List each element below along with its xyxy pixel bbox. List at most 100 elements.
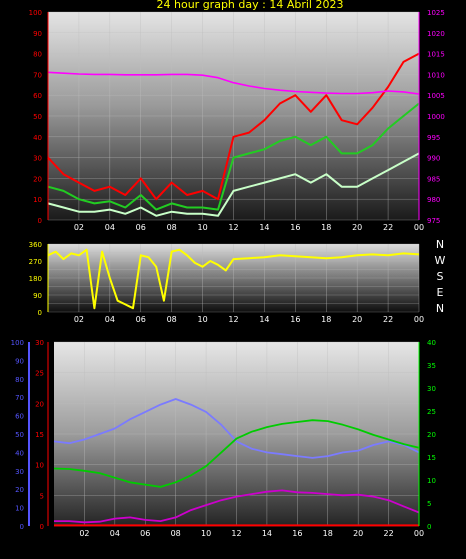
humidity-axis-tick-label: 30	[15, 468, 24, 476]
tick-labels: 02 04 06 08 10 12 14 16 18 20 22 000102030405060708…	[11, 9, 445, 538]
direction-panel-x-tick-label: 10	[197, 315, 207, 324]
temperature-panel-left-tick-label: 0	[40, 523, 44, 531]
axis-lines	[28, 12, 420, 526]
direction-panel-x-tick-label: 00	[414, 315, 424, 324]
temperature-panel-x-tick-label: 18	[323, 529, 333, 538]
wind-panel-left-tick-label: 40	[33, 134, 42, 142]
direction-panel-tick-label: 360	[29, 241, 42, 249]
wind-panel-right-tick-label: 990	[427, 155, 440, 163]
direction-panel-x-tick-label: 02	[74, 315, 84, 324]
wind-panel-x-tick-label: 02	[74, 223, 84, 232]
wind-panel-right-tick-label: 975	[427, 217, 440, 225]
wind-panel-right-tick-label: 980	[427, 196, 440, 204]
wind-panel-right-tick-label: 1005	[427, 92, 445, 100]
wind-panel-right-tick-label: 995	[427, 134, 440, 142]
temperature-panel-x-tick-label: 04	[110, 529, 120, 538]
temperature-panel-right-tick-label: 15	[427, 454, 436, 462]
temperature-panel-left-tick-label: 30	[35, 339, 44, 347]
direction-panel-tick-label: 270	[29, 258, 42, 266]
solar-series-line	[54, 489, 420, 524]
direction-panel-x-tick-label: 06	[136, 315, 146, 324]
temperature-panel-right-tick-label: 0	[427, 523, 431, 531]
temperature-panel-x-tick-label: 00	[414, 529, 424, 538]
temperature-panel-right-tick-label: 40	[427, 339, 436, 347]
humidity-axis-tick-label: 40	[15, 449, 24, 457]
wind-panel-left-tick-label: 90	[33, 30, 42, 38]
temperature-panel-left-tick-label: 20	[35, 400, 44, 408]
humidity-axis-tick-label: 100	[11, 339, 24, 347]
compass-letter-w: W	[435, 254, 446, 267]
pressure-series-line	[47, 71, 420, 95]
direction-panel-tick-label: 90	[33, 292, 42, 300]
temperature-panel-x-tick-label: 16	[292, 529, 302, 538]
humidity-axis-tick-label: 60	[15, 413, 24, 421]
compass-letter-s: S	[437, 270, 444, 283]
wind-average-series-line	[47, 102, 420, 211]
temperature-series-line	[53, 419, 420, 488]
compass-letter-n: N	[436, 238, 444, 251]
temperature-panel-left-tick-label: 25	[35, 370, 44, 378]
wind-panel-left-tick-label: 10	[33, 196, 42, 204]
humidity-axis-tick-label: 0	[20, 523, 24, 531]
direction-panel-x-tick-label: 18	[321, 315, 331, 324]
wind-panel-left-tick-label: 0	[38, 217, 42, 225]
wind-panel-x-tick-label: 16	[290, 223, 300, 232]
direction-panel-x-tick-label: 14	[259, 315, 269, 324]
temperature-panel-x-tick-label: 14	[262, 529, 272, 538]
humidity-axis-tick-label: 80	[15, 376, 24, 384]
humidity-axis-tick-label: 70	[15, 394, 24, 402]
direction-panel-x-tick-label: 08	[167, 315, 177, 324]
compass-letter-e: E	[437, 286, 444, 299]
wind-panel-left-tick-label: 70	[33, 71, 42, 79]
temperature-panel-x-tick-label: 22	[383, 529, 393, 538]
wind-panel-right-tick-label: 1000	[427, 113, 445, 121]
direction-panel-tick-label: 180	[29, 275, 42, 283]
temperature-panel-x-tick-label: 10	[201, 529, 211, 538]
wind-panel-x-tick-label: 14	[259, 223, 269, 232]
temperature-panel-right-tick-label: 5	[427, 500, 431, 508]
wind-panel-left-tick-label: 50	[33, 113, 42, 121]
direction-panel-x-tick-label: 04	[105, 315, 115, 324]
wind-panel-x-tick-label: 06	[136, 223, 146, 232]
wind-panel-x-tick-label: 00	[414, 223, 424, 232]
wind-panel-right-tick-label: 1015	[427, 51, 445, 59]
wind-panel-x-tick-label: 08	[167, 223, 177, 232]
temperature-panel-x-tick-label: 02	[79, 529, 89, 538]
humidity-axis-tick-label: 10	[15, 505, 24, 513]
wind-panel-x-tick-label: 12	[228, 223, 238, 232]
wind-panel-x-tick-label: 18	[321, 223, 331, 232]
wind-panel-left-tick-label: 20	[33, 175, 42, 183]
wind-panel-right-tick-label: 1025	[427, 9, 445, 17]
temperature-panel-left-tick-label: 15	[35, 431, 44, 439]
temperature-panel-x-tick-label: 20	[353, 529, 363, 538]
temperature-panel-right-tick-label: 20	[427, 431, 436, 439]
wind-panel-x-tick-label: 20	[352, 223, 362, 232]
temperature-panel-x-tick-label: 06	[140, 529, 150, 538]
temperature-panel-x-tick-label: 08	[171, 529, 181, 538]
temperature-panel-right-tick-label: 25	[427, 408, 436, 416]
wind-panel-right-tick-label: 1020	[427, 30, 445, 38]
wind-direction-series-line	[47, 248, 420, 310]
wind-panel-x-tick-label: 22	[383, 223, 393, 232]
wind-panel-x-tick-label: 04	[105, 223, 115, 232]
direction-panel-x-tick-label: 12	[228, 315, 238, 324]
temperature-panel-right-tick-label: 30	[427, 385, 436, 393]
wind-panel-left-tick-label: 100	[29, 9, 42, 17]
wind-panel-left-tick-label: 60	[33, 92, 42, 100]
temperature-panel-left-tick-label: 5	[40, 492, 44, 500]
temperature-panel-right-tick-label: 35	[427, 362, 436, 370]
wind-panel-left-tick-label: 80	[33, 51, 42, 59]
series-lines	[47, 52, 420, 527]
wind-minimum-series-line	[47, 152, 420, 217]
humidity-axis-tick-label: 20	[15, 486, 24, 494]
temperature-panel-right-tick-label: 10	[427, 477, 436, 485]
direction-panel-x-tick-label: 16	[290, 315, 300, 324]
wind-gust-series-line	[47, 52, 420, 201]
chart-title: 24 hour graph day : 14 Abril 2023	[157, 0, 344, 11]
wind-panel-right-tick-label: 1010	[427, 71, 445, 79]
temperature-panel-left-tick-label: 10	[35, 462, 44, 470]
humidity-series-line	[53, 398, 420, 459]
humidity-axis-tick-label: 50	[15, 431, 24, 439]
